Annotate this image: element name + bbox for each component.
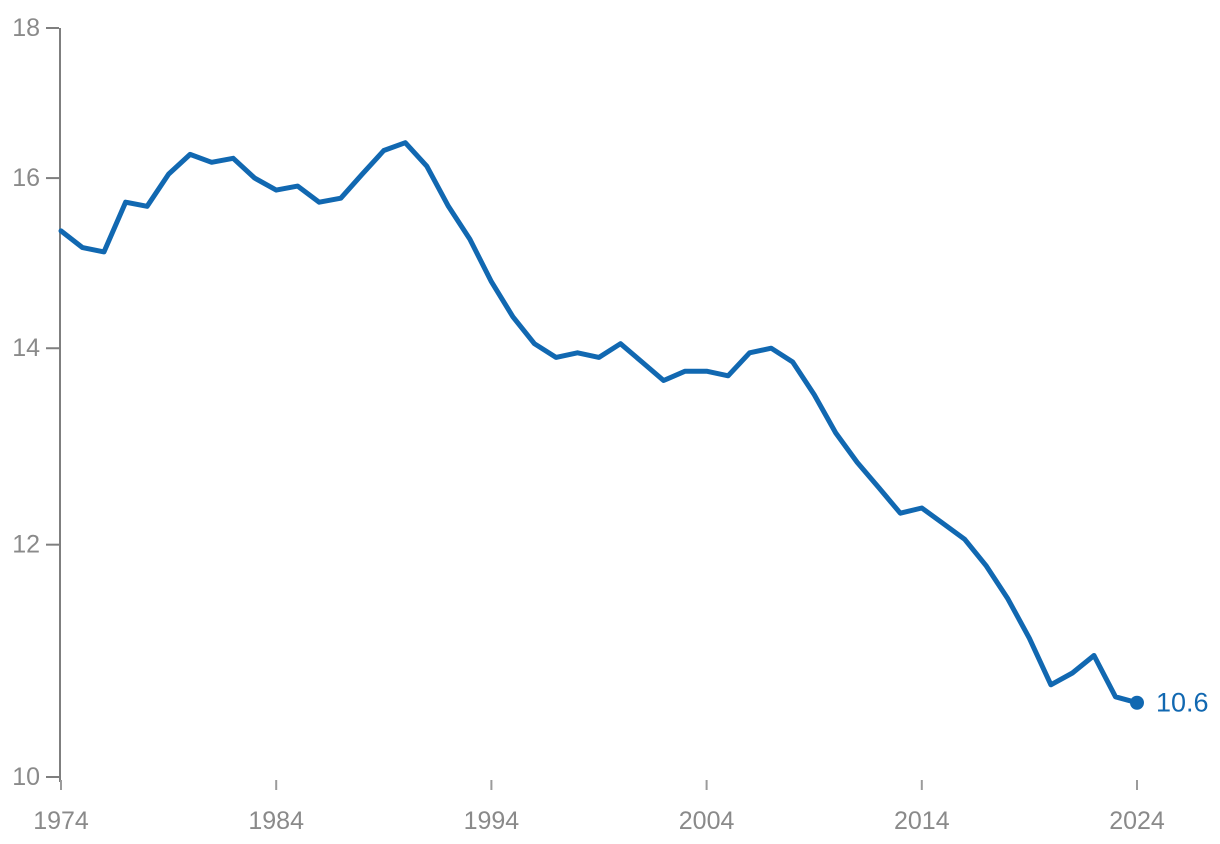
end-point-marker [1130, 695, 1144, 710]
x-tick-label: 1974 [33, 807, 89, 835]
y-tick-label: 16 [12, 164, 40, 192]
y-tick-label: 10 [12, 763, 40, 791]
end-value-label: 10.6 [1156, 688, 1209, 718]
x-tick-label: 1994 [464, 807, 520, 835]
series-layer [58, 140, 1144, 710]
axes-layer: 10 12 14 16 18 1974 1984 1994 2004 2014 2024 [12, 14, 1165, 835]
data-line [58, 140, 1140, 706]
x-tick-label: 2024 [1109, 807, 1165, 835]
y-tick-label: 18 [12, 14, 40, 42]
y-tick-label: 12 [12, 531, 40, 559]
x-tick-label: 1984 [248, 807, 304, 835]
x-tick-label: 2004 [679, 807, 735, 835]
x-tick-label: 2014 [894, 807, 950, 835]
y-tick-label: 14 [12, 334, 40, 362]
